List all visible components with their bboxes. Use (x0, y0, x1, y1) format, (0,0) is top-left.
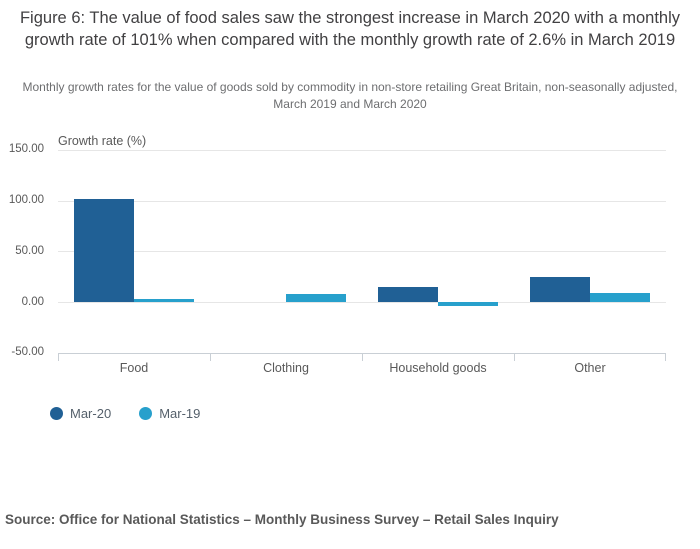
gridline (58, 251, 666, 253)
legend-label: Mar-20 (70, 406, 112, 421)
gridline (58, 149, 666, 151)
axis-tick (362, 352, 363, 361)
y-tick-label: 100.00 (8, 194, 44, 206)
legend: Mar-20 Mar-19 (50, 406, 200, 421)
x-axis-label-other: Other (574, 360, 606, 375)
axis-tick (58, 352, 59, 361)
legend-swatch-icon (50, 407, 63, 420)
chart: Growth rate (%) 150.00 100.00 50.00 0.00 -50… (8, 134, 666, 375)
x-axis-label-clothing: Clothing (263, 360, 309, 375)
figure-subtitle: Monthly growth rates for the value of go… (22, 80, 678, 111)
axis-tick (210, 352, 211, 361)
bar-mar-20-other[interactable] (530, 277, 590, 302)
gridline (58, 302, 666, 303)
bar-mar-20-food[interactable] (74, 199, 134, 302)
y-tick-label: 50.00 (15, 244, 44, 257)
legend-swatch-icon (139, 407, 153, 420)
x-axis-label-household-goods: Household goods (389, 360, 487, 375)
bar-mar-19-household-goods[interactable] (438, 302, 498, 307)
legend-item-mar-19[interactable]: Mar-19 (139, 406, 200, 421)
bar-mar-19-food[interactable] (134, 299, 194, 302)
bar-mar-19-other[interactable] (590, 292, 650, 302)
source-text: Source: Office for National Statistics –… (5, 512, 559, 527)
gridline (58, 200, 666, 202)
legend-label: Mar-19 (159, 406, 201, 421)
axis-tick (514, 352, 515, 361)
x-axis-label-food: Food (119, 360, 149, 375)
figure-title: Figure 6: The value of food sales saw th… (19, 9, 681, 49)
y-tick-label: 150.00 (8, 143, 44, 156)
bar-mar-20-household-goods[interactable] (378, 286, 438, 302)
y-tick-label: -50.00 (11, 346, 44, 359)
y-tick-label: 0.00 (21, 295, 44, 308)
y-axis-title: Growth rate (%) (58, 134, 147, 148)
legend-item-mar-20[interactable]: Mar-20 (50, 406, 111, 421)
axis-tick (665, 352, 666, 361)
bar-mar-19-clothing[interactable] (286, 293, 346, 302)
